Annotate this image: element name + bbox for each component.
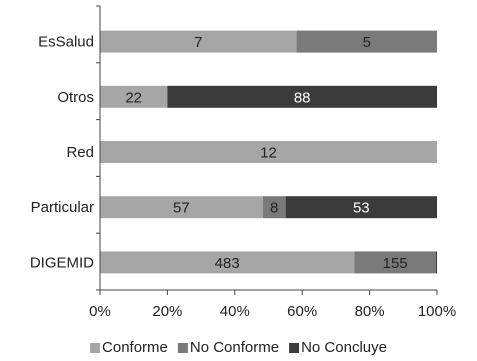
data-label: 53 bbox=[353, 200, 370, 217]
data-label: 22 bbox=[125, 89, 142, 106]
x-tick-label: 80% bbox=[355, 303, 385, 320]
category-label: Particular bbox=[31, 199, 94, 216]
bar-essalud-no-conforme bbox=[296, 30, 437, 53]
legend-item: Conforme bbox=[90, 339, 168, 356]
x-tick-label: 20% bbox=[152, 303, 182, 320]
axes-layer: EsSalud Otros Red Particular DIGEMID 0% 20% 40%… bbox=[30, 5, 456, 320]
bar-digemid-conforme bbox=[100, 251, 355, 274]
bar-digemid-no-concluye bbox=[435, 251, 437, 274]
data-label: 5 bbox=[363, 34, 371, 51]
data-label: 12 bbox=[260, 145, 277, 162]
category-label: Otros bbox=[57, 89, 94, 106]
legend-swatch bbox=[289, 343, 300, 353]
legend-label: No Conforme bbox=[190, 339, 279, 356]
legend-item: No Conforme bbox=[177, 339, 279, 356]
x-tick-label: 0% bbox=[89, 303, 111, 320]
legend-label: No Concluye bbox=[301, 339, 387, 356]
legend: Conforme No Conforme No Concluye bbox=[90, 339, 387, 356]
x-tick-label: 100% bbox=[418, 303, 456, 320]
category-label: DIGEMID bbox=[30, 254, 94, 271]
data-label: 8 bbox=[270, 200, 278, 217]
category-label: EsSalud bbox=[38, 34, 94, 51]
category-label: Red bbox=[66, 144, 94, 161]
legend-label: Conforme bbox=[102, 339, 168, 356]
bar-particular-no-concluye bbox=[285, 196, 437, 219]
bar-digemid-no-conforme bbox=[354, 251, 436, 274]
legend-swatch bbox=[90, 343, 101, 353]
bar-essalud-conforme bbox=[100, 30, 297, 53]
bars-layer bbox=[100, 30, 437, 274]
bar-red-conforme bbox=[100, 141, 437, 163]
x-tick-label: 40% bbox=[220, 303, 250, 320]
legend-swatch bbox=[177, 343, 188, 353]
bar-particular-conforme bbox=[100, 196, 263, 219]
data-labels-layer: 7 5 22 88 12 57 8 53 483 155 bbox=[125, 34, 407, 272]
data-label: 155 bbox=[383, 255, 408, 272]
bar-otros-no-concluye bbox=[167, 85, 437, 108]
bar-otros-conforme bbox=[100, 85, 168, 108]
data-label: 7 bbox=[194, 34, 202, 51]
data-label: 483 bbox=[215, 255, 240, 272]
data-label: 57 bbox=[173, 200, 190, 217]
bar-particular-no-conforme bbox=[262, 196, 286, 219]
x-tick-label: 60% bbox=[287, 303, 317, 320]
legend-item: No Concluye bbox=[289, 339, 387, 356]
data-label: 88 bbox=[294, 89, 311, 106]
